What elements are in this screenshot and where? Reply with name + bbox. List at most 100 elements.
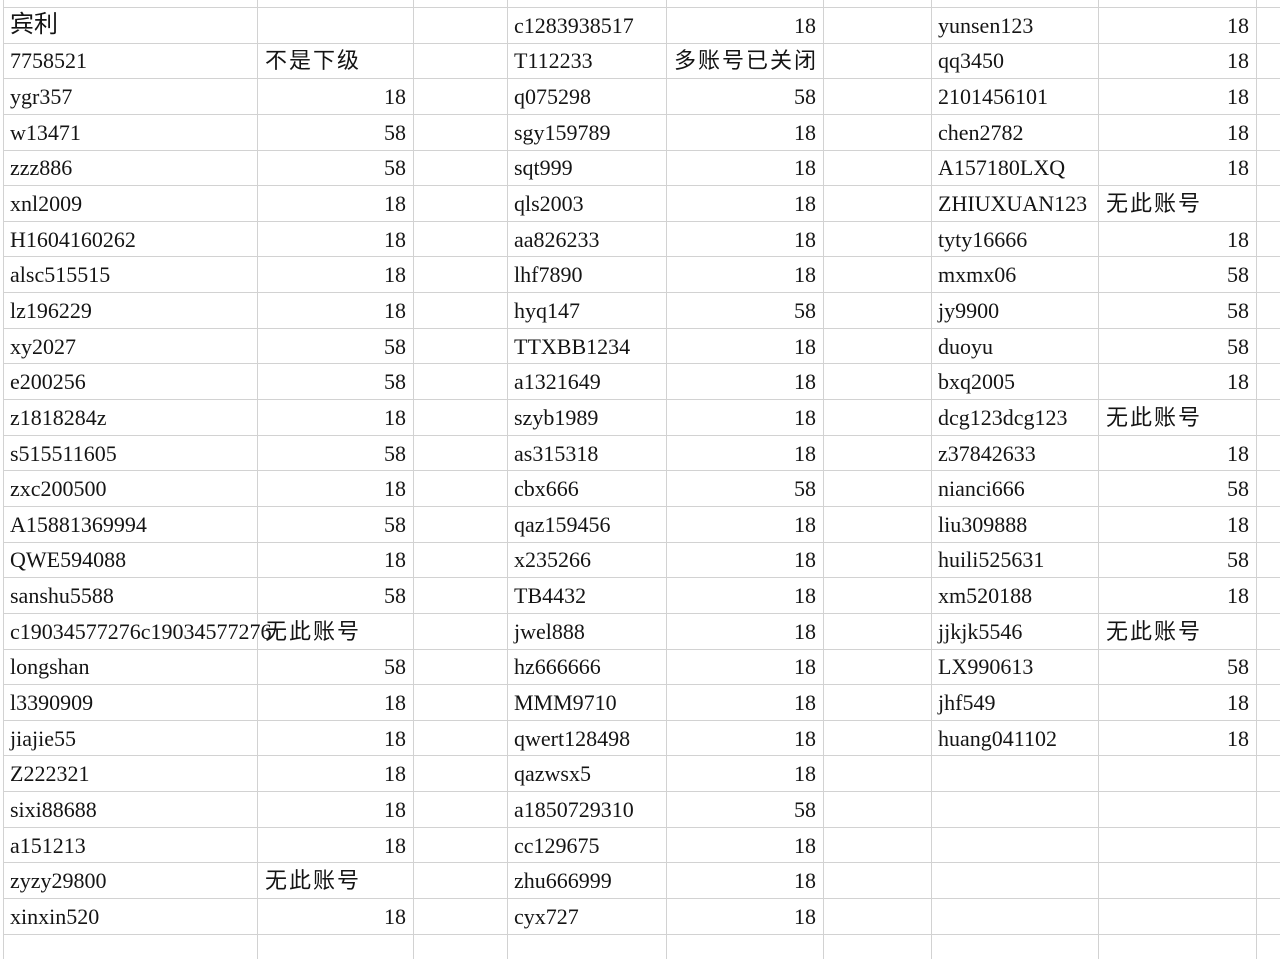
spacer-cell[interactable]	[1257, 0, 1280, 8]
account-cell[interactable]: a151213	[3, 827, 258, 864]
result-cell[interactable]: 18	[258, 471, 414, 507]
account-cell[interactable]: z37842633	[932, 435, 1099, 472]
result-cell[interactable]: 58	[258, 364, 414, 401]
result-cell[interactable]: 58	[258, 578, 414, 614]
spacer-cell[interactable]	[1257, 650, 1280, 686]
spacer-cell[interactable]	[1257, 828, 1280, 864]
result-cell[interactable]: 18	[258, 720, 414, 757]
spacer-cell[interactable]	[1257, 364, 1280, 401]
account-cell[interactable]: dcg123dcg123	[932, 400, 1099, 436]
result-cell[interactable]: 18	[667, 756, 824, 793]
spacer-cell[interactable]	[824, 8, 932, 44]
spacer-cell[interactable]	[824, 827, 932, 864]
spacer-cell[interactable]	[414, 899, 508, 935]
result-cell[interactable]: 18	[667, 578, 824, 614]
spacer-cell[interactable]	[1257, 436, 1280, 472]
account-cell[interactable]: jiajie55	[3, 720, 258, 757]
spacer-cell[interactable]	[414, 43, 508, 80]
spacer-cell[interactable]	[414, 0, 508, 8]
spacer-cell[interactable]	[824, 613, 932, 650]
spacer-cell[interactable]	[1257, 293, 1280, 329]
result-cell[interactable]: 18	[1099, 221, 1257, 258]
spacer-cell[interactable]	[824, 578, 932, 614]
account-cell[interactable]: alsc515515	[3, 257, 258, 294]
account-cell[interactable]: MMM9710	[508, 685, 667, 721]
account-cell[interactable]: xnl2009	[3, 186, 258, 222]
spacer-cell[interactable]	[1257, 400, 1280, 436]
spacer-cell[interactable]	[414, 649, 508, 686]
spacer-cell[interactable]	[414, 756, 508, 793]
spacer-cell[interactable]	[1257, 329, 1280, 365]
empty-cell[interactable]	[1099, 756, 1257, 793]
result-cell[interactable]: 58	[667, 79, 824, 115]
result-cell[interactable]: 18	[258, 221, 414, 258]
spacer-cell[interactable]	[414, 720, 508, 757]
spacer-cell[interactable]	[824, 257, 932, 294]
account-cell[interactable]: ygr357	[3, 79, 258, 115]
result-cell[interactable]: 18	[258, 257, 414, 294]
account-cell[interactable]: QWE594088	[3, 542, 258, 579]
spacer-cell[interactable]	[824, 506, 932, 543]
empty-cell[interactable]	[1099, 863, 1257, 900]
account-cell[interactable]: hz666666	[508, 649, 667, 686]
spacer-cell[interactable]	[1257, 44, 1280, 80]
status-cell[interactable]: 无此账号	[258, 863, 414, 900]
result-cell[interactable]: 18	[1099, 114, 1257, 151]
spacer-cell[interactable]	[1257, 899, 1280, 935]
account-cell[interactable]: cyx727	[508, 899, 667, 935]
account-cell[interactable]: A15881369994	[3, 506, 258, 543]
spacer-cell[interactable]	[1257, 756, 1280, 793]
result-cell[interactable]: 58	[258, 150, 414, 187]
account-cell[interactable]: zhu666999	[508, 863, 667, 900]
spacer-cell[interactable]	[414, 400, 508, 436]
account-cell[interactable]: aa826233	[508, 221, 667, 258]
spacer-cell[interactable]	[1257, 79, 1280, 115]
account-cell[interactable]: LX990613	[932, 649, 1099, 686]
result-cell[interactable]: 18	[667, 720, 824, 757]
empty-cell[interactable]	[1099, 792, 1257, 828]
result-cell[interactable]: 18	[667, 8, 824, 44]
result-cell[interactable]: 18	[667, 364, 824, 401]
account-cell[interactable]: lz196229	[3, 293, 258, 329]
result-cell[interactable]: 18	[667, 186, 824, 222]
result-cell[interactable]: 18	[258, 400, 414, 436]
result-cell[interactable]: 58	[1099, 542, 1257, 579]
status-cell[interactable]: 无此账号	[1099, 400, 1257, 436]
spacer-cell[interactable]	[824, 221, 932, 258]
account-cell[interactable]: hyq147	[508, 293, 667, 329]
spacer-cell[interactable]	[824, 150, 932, 187]
account-cell[interactable]: 2101456101	[932, 79, 1099, 115]
account-cell[interactable]: xm520188	[932, 578, 1099, 614]
empty-cell[interactable]	[508, 0, 667, 8]
account-cell[interactable]: w13471	[3, 114, 258, 151]
result-cell[interactable]: 18	[1099, 150, 1257, 187]
result-cell[interactable]: 18	[1099, 364, 1257, 401]
account-cell[interactable]: duoyu	[932, 328, 1099, 365]
result-cell[interactable]: 58	[258, 649, 414, 686]
status-cell[interactable]: 无此账号	[1099, 613, 1257, 650]
spacer-cell[interactable]	[824, 186, 932, 222]
spacer-cell[interactable]	[1257, 863, 1280, 900]
spacer-cell[interactable]	[1257, 186, 1280, 222]
spacer-cell[interactable]	[1257, 721, 1280, 757]
spacer-cell[interactable]	[414, 792, 508, 828]
spacer-cell[interactable]	[414, 863, 508, 900]
account-cell[interactable]: xinxin520	[3, 899, 258, 935]
empty-cell[interactable]	[667, 934, 824, 959]
result-cell[interactable]: 18	[258, 756, 414, 793]
spacer-cell[interactable]	[824, 792, 932, 828]
spacer-cell[interactable]	[414, 827, 508, 864]
spacer-cell[interactable]	[824, 685, 932, 721]
result-cell[interactable]: 58	[258, 328, 414, 365]
account-cell[interactable]: as315318	[508, 435, 667, 472]
spacer-cell[interactable]	[414, 8, 508, 44]
result-cell[interactable]: 18	[1099, 435, 1257, 472]
result-cell[interactable]: 58	[1099, 328, 1257, 365]
result-cell[interactable]: 58	[258, 435, 414, 472]
result-cell[interactable]: 58	[1099, 293, 1257, 329]
result-cell[interactable]: 18	[667, 435, 824, 472]
result-cell[interactable]: 18	[1099, 578, 1257, 614]
account-cell[interactable]: zyzy29800	[3, 863, 258, 900]
empty-cell[interactable]	[1099, 899, 1257, 935]
result-cell[interactable]: 18	[258, 899, 414, 935]
